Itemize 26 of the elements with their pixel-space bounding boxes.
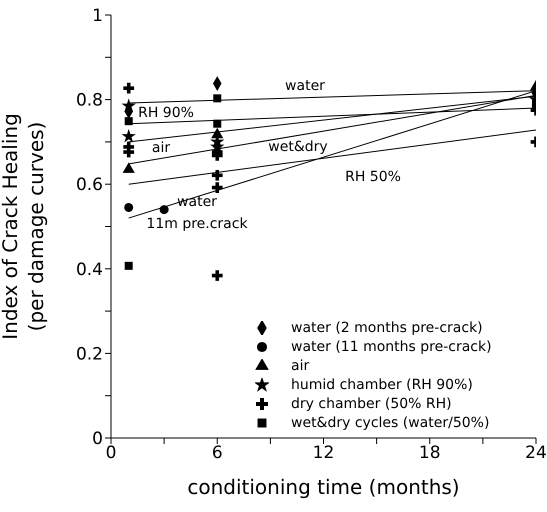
y-tick-label: 0.8 — [76, 90, 103, 111]
y-tick-label: 0.4 — [76, 260, 103, 280]
annotation: wet&dry — [268, 139, 328, 155]
legend-label: air — [291, 358, 310, 374]
annotation: air — [152, 140, 170, 156]
annotation: water — [177, 194, 217, 210]
y-tick-label: 0.2 — [76, 344, 103, 364]
legend-label: wet&dry cycles (water/50%) — [291, 414, 490, 430]
x-tick-label: 24 — [525, 443, 547, 464]
annotation: 11m pre.crack — [146, 216, 248, 232]
y-tick-label: 0.6 — [76, 175, 103, 196]
annotation: water — [285, 78, 325, 94]
x-tick-label: 6 — [212, 443, 223, 464]
legend-label: humid chamber (RH 90%) — [291, 376, 473, 392]
y-tick-label: 0 — [92, 429, 103, 450]
legend-label: water (2 months pre-crack) — [291, 320, 483, 336]
annotation: RH 50% — [345, 169, 401, 185]
x-tick-label: 0 — [106, 443, 116, 464]
y-axis-title: Index of Crack Healing (per damage curves) — [0, 113, 48, 340]
x-tick-label: 12 — [312, 443, 334, 464]
x-tick-label: 18 — [418, 443, 441, 464]
x-axis-title: conditioning time (months) — [187, 475, 460, 499]
legend-label: water (11 months pre-crack) — [291, 338, 492, 354]
legend-label: dry chamber (50% RH) — [291, 396, 452, 412]
annotation: RH 90% — [138, 105, 194, 121]
y-tick-label: 1 — [92, 6, 103, 26]
